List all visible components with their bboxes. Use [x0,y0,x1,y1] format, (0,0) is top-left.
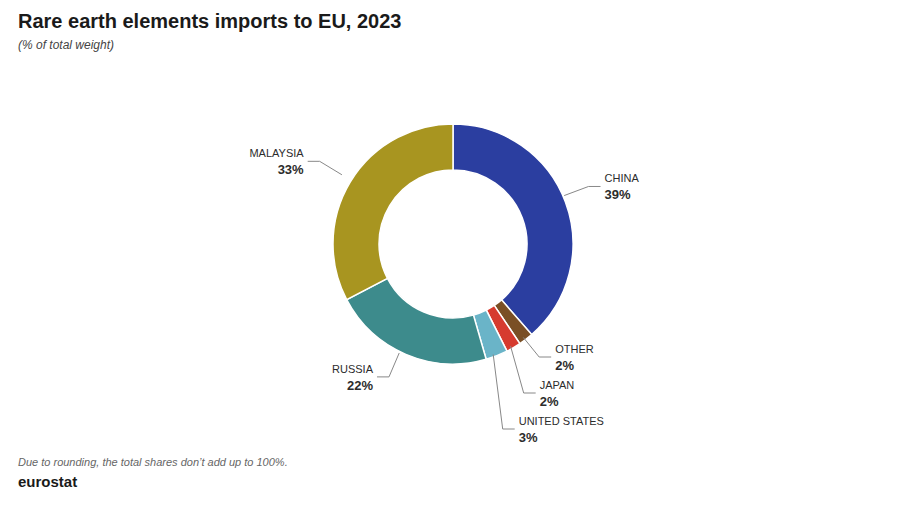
html-text:eurostat: eurostat [18,473,78,490]
svg-text:JAPAN: JAPAN [540,379,575,391]
svg-text:UNITED STATES: UNITED STATES [519,415,604,427]
svg-text:33%: 33% [278,162,304,177]
svg-text:RUSSIA: RUSSIA [332,363,374,375]
html-text:Rare earth elements imports to: Rare earth elements imports to EU, 2023 [18,10,402,32]
svg-text:39%: 39% [605,187,631,202]
svg-text:2%: 2% [555,358,574,373]
svg-text:22%: 22% [347,378,373,393]
html-text:Due to rounding, the total sha: Due to rounding, the total shares don’t … [18,456,288,468]
svg-text:2%: 2% [540,394,559,409]
svg-text:MALAYSIA: MALAYSIA [249,147,304,159]
html-text:(% of total weight): (% of total weight) [18,38,114,52]
svg-text:CHINA: CHINA [605,172,640,184]
svg-text:OTHER: OTHER [555,343,594,355]
svg-text:3%: 3% [519,430,538,445]
